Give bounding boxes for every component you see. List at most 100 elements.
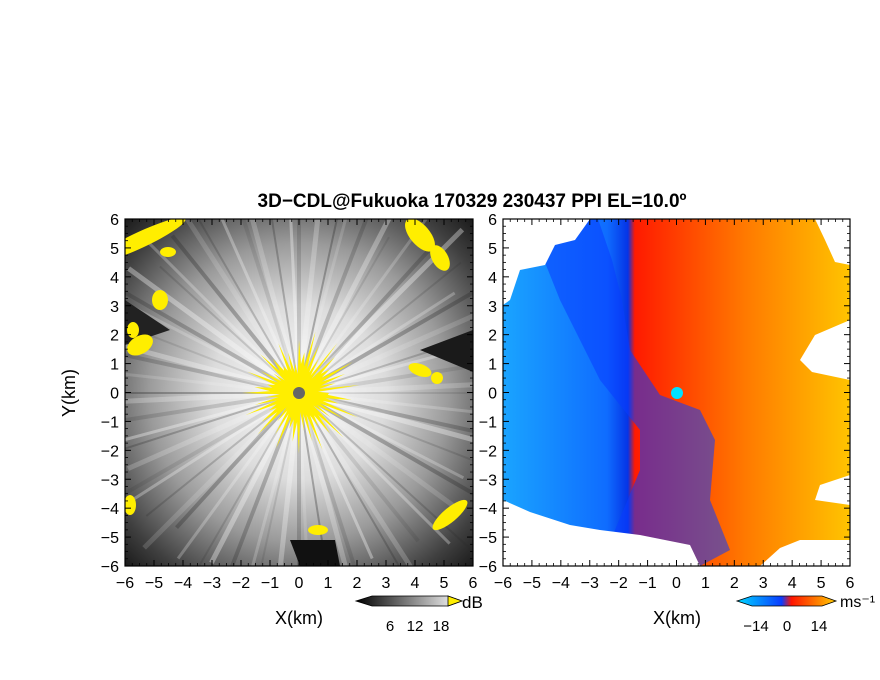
y-tick-label: 5 [488, 241, 497, 258]
velocity-panel: −6 −5 −4 −3 −2 −1 0 1 2 3 4 5 6 6 5 4 3 2 1 0 −1 −2 −3 −4 −5 −6 [479, 212, 855, 592]
y-tick-label: 0 [110, 386, 119, 403]
intensity-ray [125, 301, 300, 395]
y-tick-label: 6 [110, 212, 119, 229]
velocity-nodata [800, 320, 850, 380]
x-tick-label: 4 [788, 575, 797, 592]
y-tick-label: −6 [479, 559, 497, 576]
colorbar-body [354, 595, 464, 607]
x-tick-label: 1 [701, 575, 710, 592]
x-tick-label: −6 [116, 575, 134, 592]
velocity-nodata [815, 475, 850, 505]
intensity-ray [297, 219, 369, 394]
intensity-panel: −6 −5 −4 −3 −2 −1 0 1 2 3 4 5 6 6 5 4 3 2 1 0 −1 −2 −3 −4 −5 −6 [101, 212, 478, 592]
intensity-ray [297, 392, 309, 566]
saturated-echo-patch [127, 322, 139, 338]
x-axis-label-left: X(km) [275, 608, 323, 628]
intensity-colorbar: dB 6 12 18 [354, 593, 483, 635]
intensity-ray [298, 336, 473, 394]
y-tick-label: −1 [101, 414, 119, 431]
saturated-echo-patch [408, 363, 432, 377]
y-tick-label: −6 [101, 559, 119, 576]
saturated-echo-patch [405, 219, 435, 252]
y-tick-label: 2 [110, 328, 119, 345]
radar-site-marker [671, 387, 683, 399]
y-tick-label: 6 [488, 212, 497, 229]
intensity-ray [176, 392, 301, 560]
velocity-axes: −6 −5 −4 −3 −2 −1 0 1 2 3 4 5 6 6 5 4 3 2 1 0 −1 −2 −3 −4 −5 −6 [479, 212, 855, 592]
velocity-blue-region [540, 219, 730, 566]
intensity-ray [125, 353, 300, 395]
velocity-colorbar: ms⁻¹ −14 0 14 [735, 594, 875, 635]
saturated-echo-patch [430, 245, 450, 271]
colorbar-tick-label: 14 [811, 618, 828, 635]
intensity-ray [197, 219, 300, 394]
y-tick-label: −3 [479, 472, 497, 489]
y-tick-label: −3 [101, 472, 119, 489]
intensity-ray [297, 392, 357, 566]
intensity-ray [298, 391, 473, 433]
intensity-ray [296, 219, 392, 395]
intensity-ray [127, 266, 301, 396]
velocity-nodata [760, 540, 850, 566]
intensity-ray [175, 391, 301, 529]
velocity-nodata [815, 219, 850, 265]
intensity-ray [298, 392, 327, 566]
x-tick-label: −1 [638, 575, 656, 592]
intensity-ray [298, 261, 462, 394]
saturated-echo-patches [125, 219, 468, 535]
x-tick-label: −3 [581, 575, 599, 592]
x-tick-label: −5 [145, 575, 163, 592]
intensity-ray [298, 219, 338, 394]
intensity-ray [298, 391, 465, 480]
x-tick-label: 1 [324, 575, 333, 592]
intensity-ray [125, 372, 300, 395]
saturated-echo-patch [125, 219, 186, 263]
intensity-ray [297, 248, 432, 395]
x-tick-label: 0 [295, 575, 304, 592]
x-tick-label: −2 [232, 575, 250, 592]
x-tick-label: 3 [382, 575, 391, 592]
intensity-ray [125, 391, 300, 423]
saturated-echo-patch [432, 499, 468, 531]
y-tick-label: 4 [110, 270, 119, 287]
colorbar-unit: dB [462, 593, 483, 612]
y-tick-label: −4 [479, 501, 497, 518]
x-tick-label: 2 [730, 575, 739, 592]
colorbar-tick-label: −14 [743, 618, 768, 635]
x-tick-label: 5 [817, 575, 826, 592]
y-tick-label: 1 [110, 357, 119, 374]
colorbar-tick-label: 18 [433, 618, 450, 635]
y-tick-label: −5 [101, 530, 119, 547]
intensity-ray [289, 219, 301, 394]
x-tick-label: −4 [174, 575, 192, 592]
intensity-ray [298, 382, 473, 396]
x-tick-label: 0 [672, 575, 681, 592]
colorbar-tick-label: 0 [783, 618, 791, 635]
intensity-ray [209, 391, 302, 564]
saturated-echo-patch [431, 372, 443, 384]
intensity-ray [260, 392, 300, 566]
saturated-echo-patch [152, 290, 168, 310]
intensity-ray [296, 219, 321, 394]
y-tick-label: 5 [110, 241, 119, 258]
x-tick-label: 2 [353, 575, 362, 592]
x-tick-label: −2 [610, 575, 628, 592]
x-tick-label: −5 [523, 575, 541, 592]
intensity-ray [270, 219, 300, 394]
saturated-echo-patch [308, 525, 328, 535]
x-tick-label: −1 [261, 575, 279, 592]
y-tick-label: 4 [488, 270, 497, 287]
x-tick-label: −4 [552, 575, 570, 592]
y-tick-label: −5 [479, 530, 497, 547]
y-axis-label: Y(km) [59, 369, 79, 417]
intensity-ray [125, 390, 300, 404]
x-tick-label: 4 [411, 575, 420, 592]
intensity-axes: −6 −5 −4 −3 −2 −1 0 1 2 3 4 5 6 6 5 4 3 2 1 0 −1 −2 −3 −4 −5 −6 [101, 212, 478, 592]
intensity-ray [184, 219, 302, 395]
velocity-nodata [503, 219, 590, 305]
colorbar-over-arrow [447, 595, 464, 607]
intensity-ray [125, 391, 300, 507]
chart-title: 3D−CDL@Fukuoka 170329 230437 PPI EL=10.0… [258, 191, 687, 212]
radar-site-marker [293, 387, 305, 399]
